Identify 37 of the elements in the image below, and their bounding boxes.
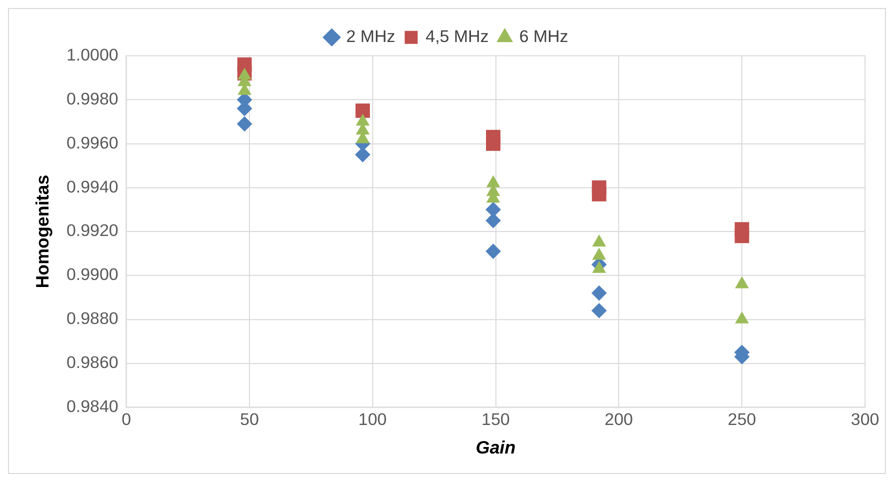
- y-axis-title: Homogenitas: [32, 174, 53, 288]
- y-tick-label: 0.9900: [66, 265, 118, 284]
- x-tick-label: 50: [240, 410, 259, 430]
- x-tick-label: 200: [604, 410, 633, 430]
- point: [486, 244, 501, 259]
- y-tick-label: 1.0000: [66, 45, 118, 64]
- point: [486, 136, 500, 151]
- point: [486, 176, 500, 188]
- legend-label: 6 MHz: [519, 27, 568, 46]
- point: [355, 147, 370, 162]
- y-tick-label: 0.9920: [66, 221, 118, 240]
- point: [592, 235, 606, 247]
- y-tick-label: 0.9960: [66, 133, 118, 152]
- y-tick-label: 0.9840: [66, 396, 118, 416]
- y-tick-label: 0.9940: [66, 177, 118, 196]
- legend-label: 2 MHz: [346, 27, 396, 46]
- y-tick-label: 0.9980: [66, 89, 118, 108]
- point: [592, 303, 607, 318]
- point: [356, 104, 370, 118]
- x-tick-label: 0: [122, 410, 132, 430]
- y-tick-label: 0.9860: [66, 353, 118, 372]
- x-tick-label: 250: [728, 410, 756, 430]
- x-tick-label: 300: [850, 410, 880, 430]
- point: [356, 114, 370, 126]
- point: [237, 116, 252, 132]
- point: [592, 286, 607, 301]
- point: [592, 187, 606, 202]
- point: [735, 276, 748, 288]
- point: [734, 228, 750, 244]
- x-tick-label: 100: [358, 410, 387, 430]
- y-tick-label: 0.9880: [66, 309, 118, 328]
- x-tick-label: 150: [482, 410, 510, 430]
- point: [486, 213, 501, 228]
- legend-label: 4,5 MHz: [426, 27, 489, 46]
- point: [592, 248, 606, 260]
- point: [592, 261, 606, 273]
- x-axis-title: Gain: [476, 437, 516, 458]
